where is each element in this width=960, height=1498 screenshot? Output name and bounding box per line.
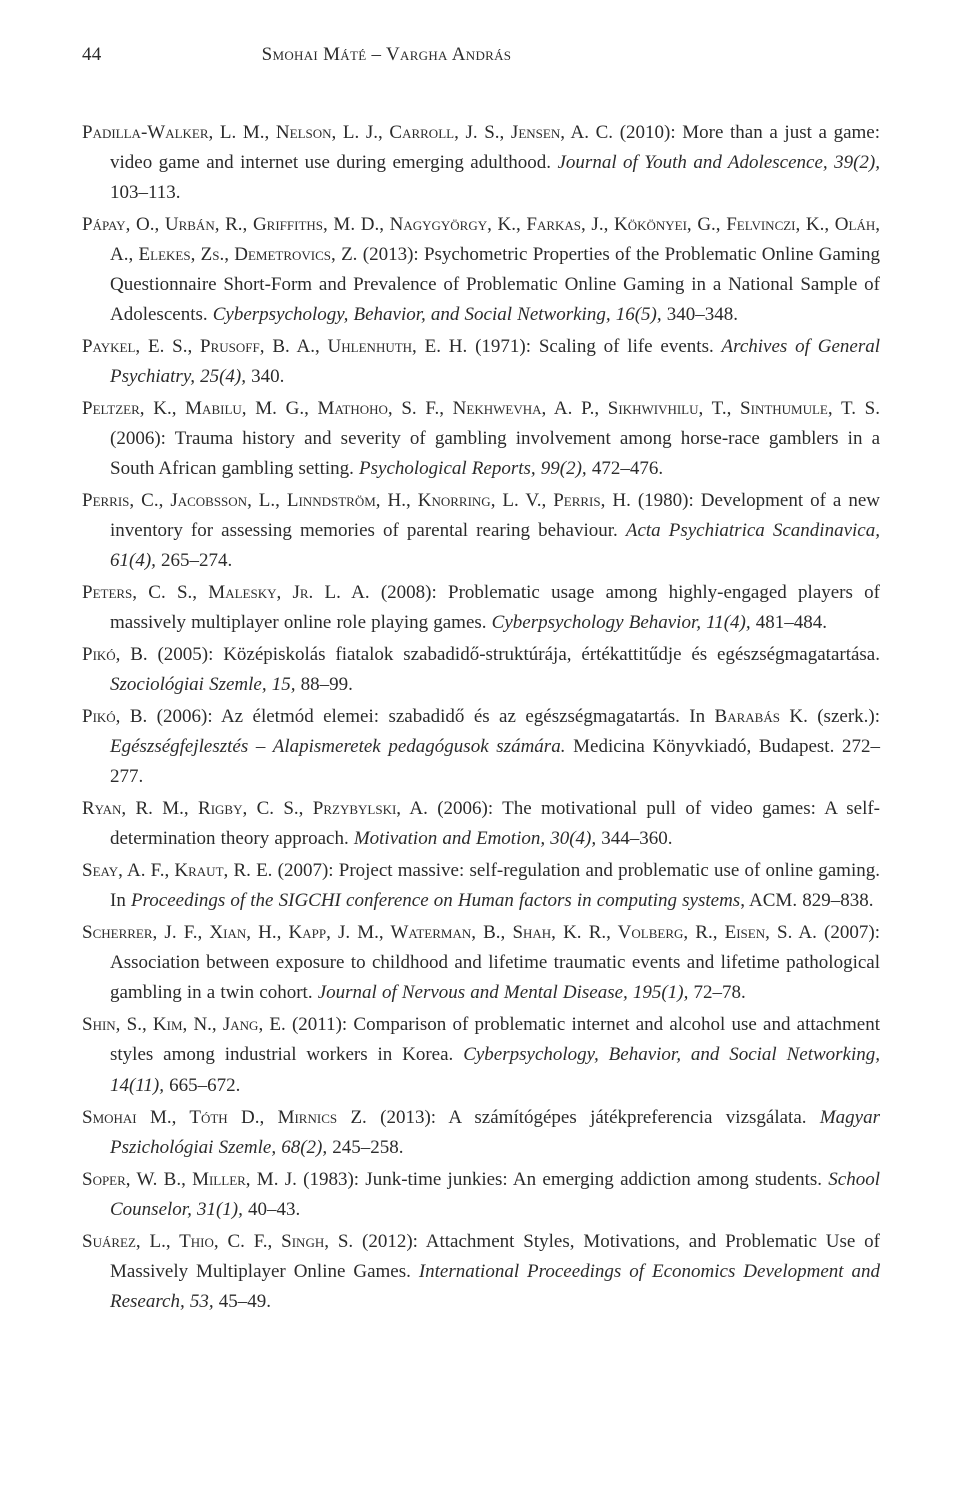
ref-inline-author: Barabás K. bbox=[715, 706, 808, 727]
ref-pages: 472–476. bbox=[587, 458, 663, 479]
ref-journal: Journal of Nervous and Mental Disease, 1… bbox=[318, 982, 689, 1003]
reference-entry: Paykel, E. S., Prusoff, B. A., Uhlenhuth… bbox=[82, 332, 880, 392]
reference-entry: Seay, A. F., Kraut, R. E. (2007): Projec… bbox=[82, 856, 880, 916]
ref-body2: (szerk.): bbox=[808, 706, 880, 727]
ref-authors: Shin, S., Kim, N., Jang, E. bbox=[82, 1014, 286, 1035]
ref-pages: 665–672. bbox=[164, 1075, 240, 1096]
reference-list: Padilla-Walker, L. M., Nelson, L. J., Ca… bbox=[82, 118, 880, 1317]
ref-authors: Pikó, B. bbox=[82, 644, 148, 665]
ref-authors: Paykel, E. S., Prusoff, B. A., Uhlenhuth… bbox=[82, 336, 467, 357]
ref-pages: 340–348. bbox=[662, 304, 738, 325]
ref-authors: Suárez, L., Thio, C. F., Singh, S. bbox=[82, 1231, 353, 1252]
reference-entry: Ryan, R. M., Rigby, C. S., Przybylski, A… bbox=[82, 794, 880, 854]
ref-authors: Seay, A. F., Kraut, R. E. bbox=[82, 860, 272, 881]
ref-body: (2005): Középiskolás fiatalok szabadidő-… bbox=[148, 644, 880, 665]
reference-entry: Pikó, B. (2005): Középiskolás fiatalok s… bbox=[82, 640, 880, 700]
reference-entry: Peters, C. S., Malesky, Jr. L. A. (2008)… bbox=[82, 578, 880, 638]
reference-entry: Suárez, L., Thio, C. F., Singh, S. (2012… bbox=[82, 1227, 880, 1317]
ref-journal: Cyberpsychology Behavior, 11(4), bbox=[492, 612, 751, 633]
ref-authors: Peltzer, K., Mabilu, M. G., Mathoho, S. … bbox=[82, 398, 880, 419]
ref-journal: Szociológiai Szemle, 15, bbox=[110, 674, 295, 695]
ref-body: (2013): A számítógépes játékpreferencia … bbox=[367, 1107, 820, 1128]
ref-authors: Soper, W. B., Miller, M. J. bbox=[82, 1169, 297, 1190]
ref-authors: Perris, C., Jacobsson, L., Linndström, H… bbox=[82, 490, 631, 511]
ref-journal: Egészségfejlesztés – Alapismeretek pedag… bbox=[110, 736, 565, 757]
ref-authors: Peters, C. S., Malesky, Jr. L. A. bbox=[82, 582, 370, 603]
ref-pages: 45–49. bbox=[214, 1291, 271, 1312]
reference-entry: Padilla-Walker, L. M., Nelson, L. J., Ca… bbox=[82, 118, 880, 208]
ref-journal: Cyberpsychology, Behavior, and Social Ne… bbox=[213, 304, 662, 325]
ref-body: (1971): Scaling of life events. bbox=[467, 336, 721, 357]
running-head-authors: Smohai Máté – Vargha András bbox=[262, 40, 512, 70]
ref-pages: 40–43. bbox=[243, 1199, 300, 1220]
ref-authors: Pikó, B. bbox=[82, 706, 147, 727]
reference-entry: Soper, W. B., Miller, M. J. (1983): Junk… bbox=[82, 1165, 880, 1225]
ref-pages: 340. bbox=[246, 366, 284, 387]
reference-entry: Shin, S., Kim, N., Jang, E. (2011): Comp… bbox=[82, 1010, 880, 1100]
page: 44 Smohai Máté – Vargha András Padilla-W… bbox=[0, 0, 960, 1498]
ref-pages: 245–258. bbox=[327, 1137, 403, 1158]
reference-entry: Peltzer, K., Mabilu, M. G., Mathoho, S. … bbox=[82, 394, 880, 484]
reference-entry: Scherrer, J. F., Xian, H., Kapp, J. M., … bbox=[82, 918, 880, 1008]
ref-pages: 72–78. bbox=[688, 982, 745, 1003]
reference-entry: Pápay, O., Urbán, R., Griffiths, M. D., … bbox=[82, 210, 880, 330]
reference-entry: Perris, C., Jacobsson, L., Linndström, H… bbox=[82, 486, 880, 576]
ref-body: (1983): Junk-time junkies: An emerging a… bbox=[297, 1169, 828, 1190]
running-head: 44 Smohai Máté – Vargha András bbox=[82, 40, 880, 70]
reference-entry: Smohai M., Tóth D., Mirnics Z. (2013): A… bbox=[82, 1103, 880, 1163]
ref-pages: 103–113. bbox=[110, 182, 181, 203]
ref-pages: 481–484. bbox=[751, 612, 827, 633]
ref-body: (2006): Az életmód elemei: szabadidő és … bbox=[147, 706, 714, 727]
ref-pages: 265–274. bbox=[156, 550, 232, 571]
ref-authors: Padilla-Walker, L. M., Nelson, L. J., Ca… bbox=[82, 122, 613, 143]
ref-journal: Psychological Reports, 99(2), bbox=[359, 458, 587, 479]
reference-entry: Pikó, B. (2006): Az életmód elemei: szab… bbox=[82, 702, 880, 792]
ref-journal: Proceedings of the SIGCHI conference on … bbox=[131, 890, 740, 911]
ref-pages: 88–99. bbox=[295, 674, 352, 695]
ref-authors: Smohai M., Tóth D., Mirnics Z. bbox=[82, 1107, 367, 1128]
ref-authors: Ryan, R. M., Rigby, C. S., Przybylski, A… bbox=[82, 798, 428, 819]
ref-pages: , ACM. 829–838. bbox=[740, 890, 873, 911]
ref-journal: Journal of Youth and Adolescence, 39(2), bbox=[558, 152, 880, 173]
page-number: 44 bbox=[82, 40, 102, 70]
ref-pages: 344–360. bbox=[596, 828, 672, 849]
ref-journal: Motivation and Emotion, 30(4), bbox=[354, 828, 596, 849]
ref-authors: Scherrer, J. F., Xian, H., Kapp, J. M., … bbox=[82, 922, 817, 943]
